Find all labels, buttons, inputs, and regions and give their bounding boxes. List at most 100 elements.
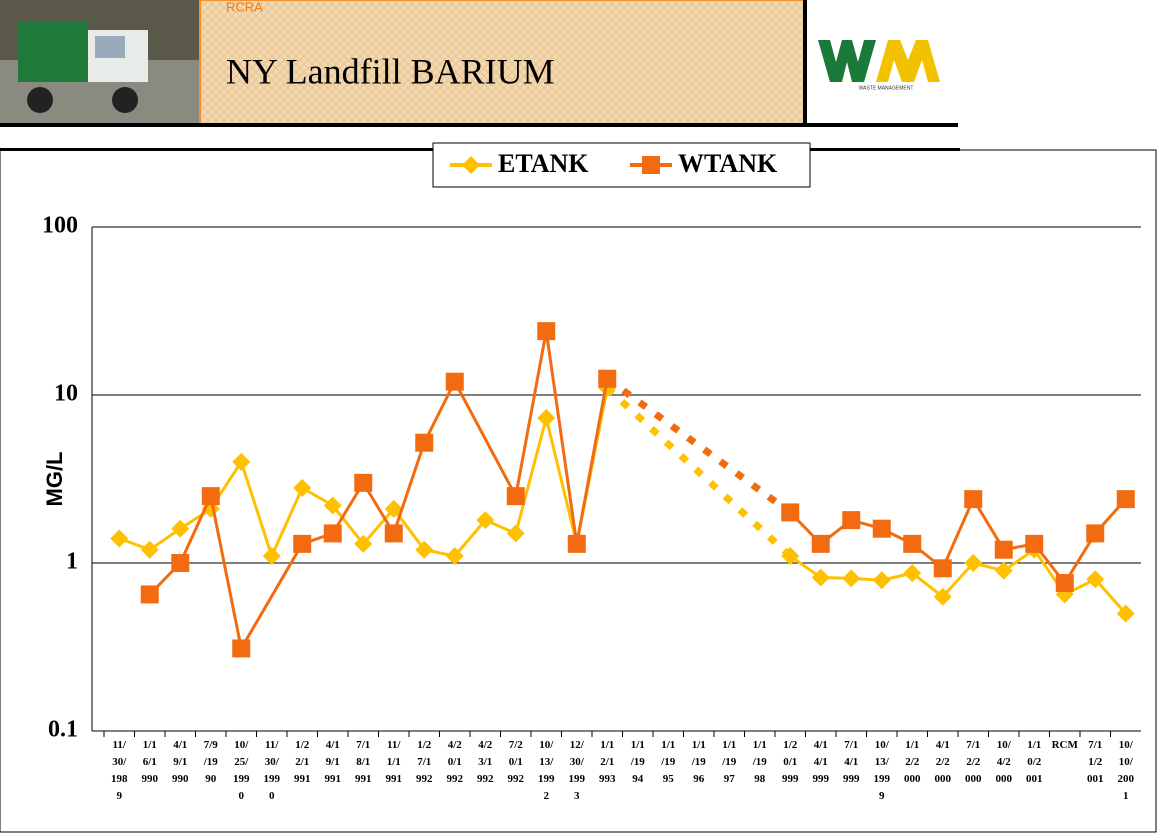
data-point xyxy=(781,547,800,566)
x-tick-label: 1/1/19 97 xyxy=(721,739,737,785)
data-point xyxy=(415,433,434,452)
x-tick-label: 1/1 6/1 990 xyxy=(142,739,159,785)
data-point xyxy=(1086,524,1105,543)
data-point xyxy=(994,561,1013,580)
title-panel xyxy=(199,0,806,126)
data-point xyxy=(811,568,830,587)
data-point xyxy=(171,519,190,538)
x-tick-label: 1/2 2/1 991 xyxy=(294,739,311,785)
tag: RCRA xyxy=(226,0,263,14)
data-point xyxy=(262,547,281,566)
data-point xyxy=(1116,490,1135,509)
x-tick-label: 4/2 3/1 992 xyxy=(477,739,494,785)
data-point xyxy=(445,372,464,391)
data-point xyxy=(293,478,312,497)
data-point xyxy=(1055,574,1074,593)
x-tick-label: RCM xyxy=(1052,739,1079,751)
series-line xyxy=(148,491,243,649)
data-point xyxy=(537,322,556,341)
data-point xyxy=(476,511,495,530)
data-point xyxy=(140,540,159,559)
logo xyxy=(818,40,940,82)
data-point xyxy=(506,524,525,543)
x-tick-label: 10/13/199 9 xyxy=(874,739,891,802)
data-point xyxy=(293,534,312,553)
header-rule xyxy=(803,0,807,127)
x-tick-label: 7/1 8/1 991 xyxy=(355,739,372,785)
legend-marker xyxy=(642,156,660,174)
data-point xyxy=(567,534,586,553)
data-point xyxy=(506,487,525,506)
data-point xyxy=(903,564,922,583)
data-point xyxy=(354,473,373,492)
data-point xyxy=(1116,604,1135,623)
x-tick-label: 11/1/1 991 xyxy=(386,739,403,785)
x-tick-label: 4/1 2/2 000 xyxy=(935,739,952,785)
x-tick-label: 11/30/198 9 xyxy=(111,739,128,802)
x-tick-label: 7/1 1/2 001 xyxy=(1087,739,1104,785)
data-point xyxy=(964,554,983,572)
data-point xyxy=(811,534,830,553)
y-axis-label: MG/L xyxy=(42,452,67,507)
data-point xyxy=(201,487,220,506)
data-point xyxy=(842,511,861,530)
gap-connector xyxy=(239,543,304,650)
data-point xyxy=(872,571,891,590)
x-tick-label: 1/1 2/2 000 xyxy=(904,739,921,785)
legend-label: ETANK xyxy=(498,149,589,178)
legend-marker xyxy=(462,156,480,174)
y-tick-label: 1 xyxy=(66,549,78,575)
data-point xyxy=(384,499,403,518)
data-point xyxy=(445,547,464,566)
x-tick-label: 10/25/199 0 xyxy=(233,739,250,802)
series-line xyxy=(514,330,609,545)
x-tick-label: 7/1 2/2 000 xyxy=(965,739,982,785)
data-point xyxy=(537,408,556,427)
data-point xyxy=(781,503,800,522)
x-tick-label: 7/2 0/1 992 xyxy=(508,739,525,785)
page-title: NY Landfill BARIUM xyxy=(226,51,555,91)
x-tick-label: 1/2 7/1 992 xyxy=(416,739,433,785)
data-point xyxy=(323,524,342,543)
x-tick-label: 1/1/19 98 xyxy=(752,739,768,785)
x-tick-label: 12/30/199 3 xyxy=(569,739,586,802)
data-point xyxy=(323,496,342,515)
x-tick-label: 4/2 0/1 992 xyxy=(447,739,464,785)
x-tick-label: 4/1 9/1 990 xyxy=(172,739,189,785)
y-tick-label: 100 xyxy=(42,213,78,239)
x-tick-label: 4/1 4/1 999 xyxy=(813,739,830,785)
header-rule xyxy=(0,123,958,127)
x-tick-label: 1/2 0/1 999 xyxy=(782,739,799,785)
data-point xyxy=(232,452,251,471)
data-point xyxy=(232,639,251,658)
x-tick-label: 11/30/199 0 xyxy=(264,739,281,802)
gap-connector xyxy=(604,385,793,559)
data-point xyxy=(1086,570,1105,589)
x-tick-label: 1/1 2/1 993 xyxy=(599,739,616,785)
x-tick-label: 1/1/19 96 xyxy=(691,739,707,785)
data-point xyxy=(598,369,617,388)
y-tick-label: 0.1 xyxy=(48,717,78,743)
data-point xyxy=(842,569,861,588)
x-tick-label: 10/13/199 2 xyxy=(538,739,555,802)
x-tick-label: 7/9/19 90 xyxy=(203,739,219,785)
x-tick-label: 7/1 4/1 999 xyxy=(843,739,860,785)
data-point xyxy=(964,490,983,509)
x-tick-label: 1/1/19 95 xyxy=(660,739,676,785)
data-point xyxy=(1025,534,1044,553)
data-point xyxy=(171,554,190,572)
x-tick-label: 10/10/200 1 xyxy=(1118,739,1135,802)
x-tick-label: 4/1 9/1 991 xyxy=(325,739,342,785)
data-point xyxy=(872,519,891,538)
data-point xyxy=(354,534,373,553)
data-point xyxy=(933,587,952,606)
legend xyxy=(432,142,811,188)
logo-text: WASTE MANAGEMENT xyxy=(859,85,914,91)
x-tick-label: 10/4/2 000 xyxy=(996,739,1013,785)
y-tick-label: 10 xyxy=(54,381,78,407)
data-point xyxy=(110,529,129,548)
data-point xyxy=(994,540,1013,559)
